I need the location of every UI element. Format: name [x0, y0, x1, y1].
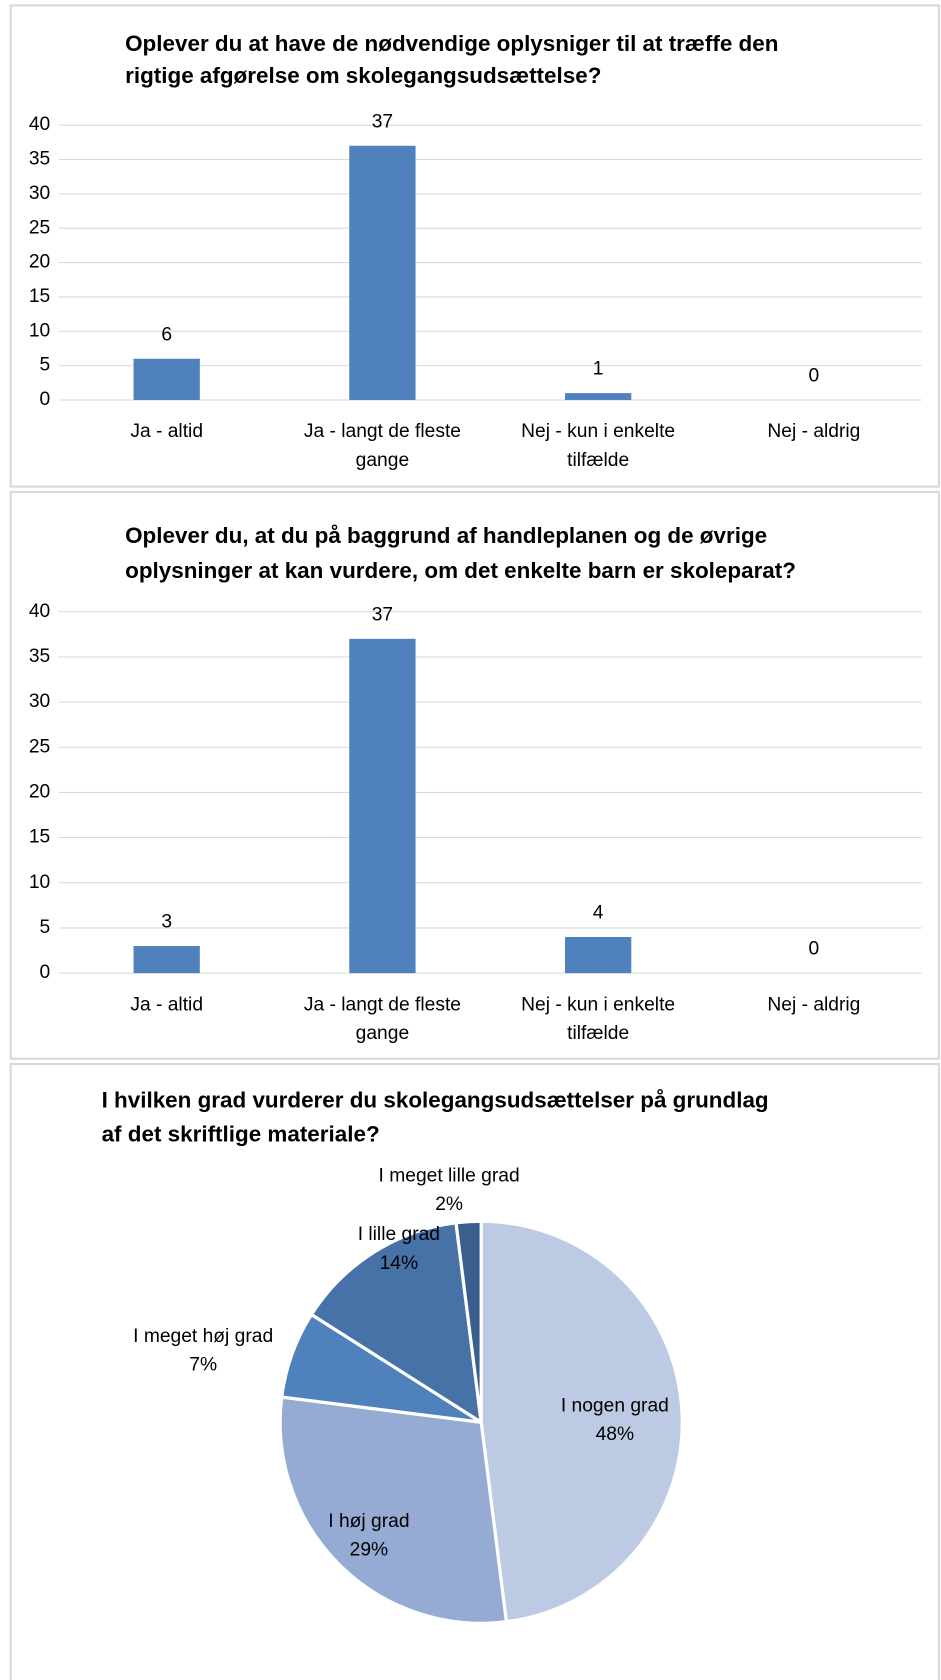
y-tick-label: 35 — [29, 646, 50, 667]
slice-label: I lille grad — [358, 1224, 440, 1245]
slice-value-label: 48% — [596, 1424, 635, 1445]
x-tick-label: Nej - aldrig — [767, 421, 860, 442]
chart-title: Oplever du, at du på baggrund af handlep… — [125, 523, 767, 548]
slice-value-label: 2% — [435, 1194, 463, 1215]
data-label: 1 — [593, 359, 604, 380]
slice-label: I høj grad — [328, 1511, 409, 1532]
pie-slice — [278, 1395, 509, 1625]
chart-title: oplysninger at kan vurdere, om det enkel… — [125, 558, 796, 583]
y-tick-label: 40 — [29, 114, 50, 135]
chart-frame — [9, 490, 940, 1060]
bar — [349, 145, 416, 400]
bar — [349, 638, 416, 974]
data-label: 37 — [372, 111, 393, 132]
chart-frame — [9, 1062, 940, 1680]
y-tick-label: 40 — [29, 601, 50, 622]
x-tick-label: Nej - kun i enkelte — [521, 994, 675, 1015]
chart-title: af det skriftlige materiale? — [102, 1122, 380, 1147]
x-tick-label: Nej - aldrig — [767, 994, 860, 1015]
slice-label: I meget høj grad — [133, 1326, 273, 1347]
x-tick-label: Ja - altid — [130, 994, 203, 1015]
data-label: 4 — [593, 903, 604, 924]
x-tick-label: tilfælde — [567, 450, 629, 471]
x-tick-label: Ja - altid — [130, 421, 203, 442]
bar — [133, 358, 200, 400]
bar — [565, 936, 632, 974]
x-tick-label: gange — [356, 450, 410, 471]
y-tick-label: 5 — [40, 917, 51, 938]
bar — [565, 393, 632, 400]
data-label: 37 — [372, 604, 393, 625]
y-tick-label: 30 — [29, 183, 50, 204]
chart-frame — [9, 4, 940, 488]
y-tick-label: 20 — [29, 252, 50, 273]
y-tick-label: 10 — [29, 872, 50, 893]
chart-title: Oplever du at have de nødvendige oplysni… — [125, 31, 778, 56]
slice-value-label: 14% — [380, 1253, 418, 1274]
slice-value-label: 7% — [189, 1355, 217, 1376]
y-tick-label: 0 — [40, 389, 51, 410]
pie-slice — [479, 1219, 684, 1624]
y-tick-label: 15 — [29, 286, 50, 307]
y-tick-label: 25 — [29, 217, 50, 238]
y-tick-label: 10 — [29, 320, 50, 341]
data-label: 6 — [161, 324, 172, 345]
x-tick-label: Ja - langt de fleste — [304, 421, 461, 442]
x-tick-label: Nej - kun i enkelte — [521, 421, 675, 442]
x-tick-label: tilfælde — [567, 1023, 629, 1044]
y-tick-label: 30 — [29, 691, 50, 712]
data-label: 3 — [161, 912, 172, 933]
x-tick-label: gange — [356, 1023, 410, 1044]
chart-title: I hvilken grad vurderer du skolegangsuds… — [102, 1087, 769, 1112]
y-tick-label: 35 — [29, 149, 50, 170]
y-tick-label: 5 — [40, 355, 51, 376]
x-tick-label: Ja - langt de fleste — [304, 994, 461, 1015]
slice-label: I meget lille grad — [379, 1165, 520, 1186]
bar — [133, 946, 200, 974]
slice-label: I nogen grad — [561, 1395, 669, 1416]
data-label: 0 — [809, 939, 820, 960]
data-label: 0 — [809, 366, 820, 387]
y-tick-label: 0 — [40, 962, 51, 983]
y-tick-label: 20 — [29, 781, 50, 802]
pie-slice — [309, 1221, 484, 1426]
pie-slice — [454, 1219, 483, 1423]
slice-value-label: 29% — [350, 1540, 389, 1561]
y-tick-label: 15 — [29, 827, 50, 848]
y-tick-label: 25 — [29, 736, 50, 757]
chart-title: rigtige afgørelse om skolegangsudsættels… — [125, 63, 601, 88]
